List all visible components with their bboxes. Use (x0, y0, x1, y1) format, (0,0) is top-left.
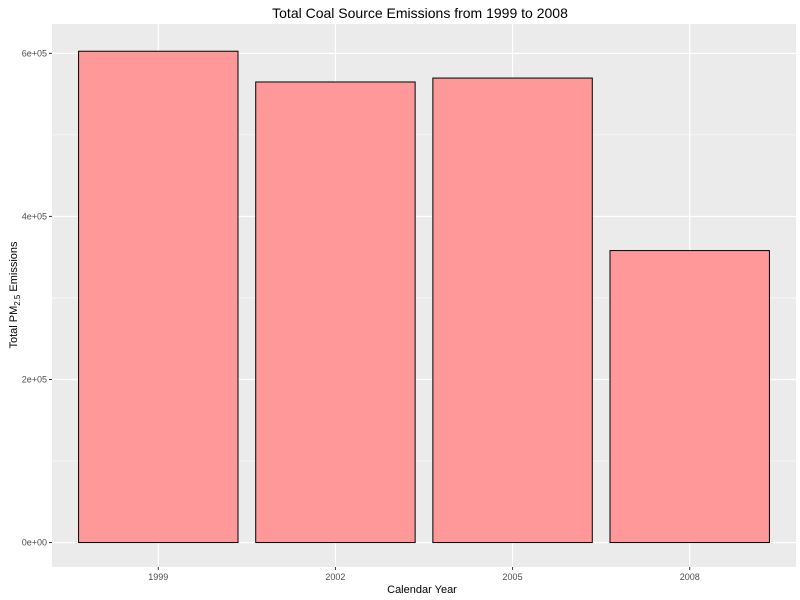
y-axis-title: Total PM2.5 Emissions (8, 241, 22, 349)
y-axis-title-prefix: Total PM (8, 306, 20, 349)
bar-1999 (78, 50, 239, 544)
y-tick-label: 0e+00 (22, 538, 47, 548)
y-axis-title-suffix: Emissions (8, 241, 20, 295)
x-axis: 1999 2002 2005 2008 (148, 567, 700, 582)
x-tick-label: 1999 (148, 572, 168, 582)
x-axis-title: Calendar Year (387, 584, 457, 596)
x-tick-label: 2008 (680, 572, 700, 582)
bar-2002 (255, 81, 416, 544)
x-tick-label: 2005 (503, 572, 523, 582)
y-axis: 0e+00 2e+05 4e+05 6e+05 (22, 48, 52, 548)
y-tick-label: 4e+05 (22, 211, 47, 221)
chart-title: Total Coal Source Emissions from 1999 to… (272, 5, 568, 21)
x-tick-label: 2002 (325, 572, 345, 582)
y-tick-label: 6e+05 (22, 48, 47, 58)
bar-2008 (609, 250, 770, 544)
y-axis-title-subscript: 2.5 (13, 294, 22, 306)
y-tick-label: 2e+05 (22, 374, 47, 384)
bars (78, 50, 770, 544)
bar-2005 (432, 77, 593, 544)
